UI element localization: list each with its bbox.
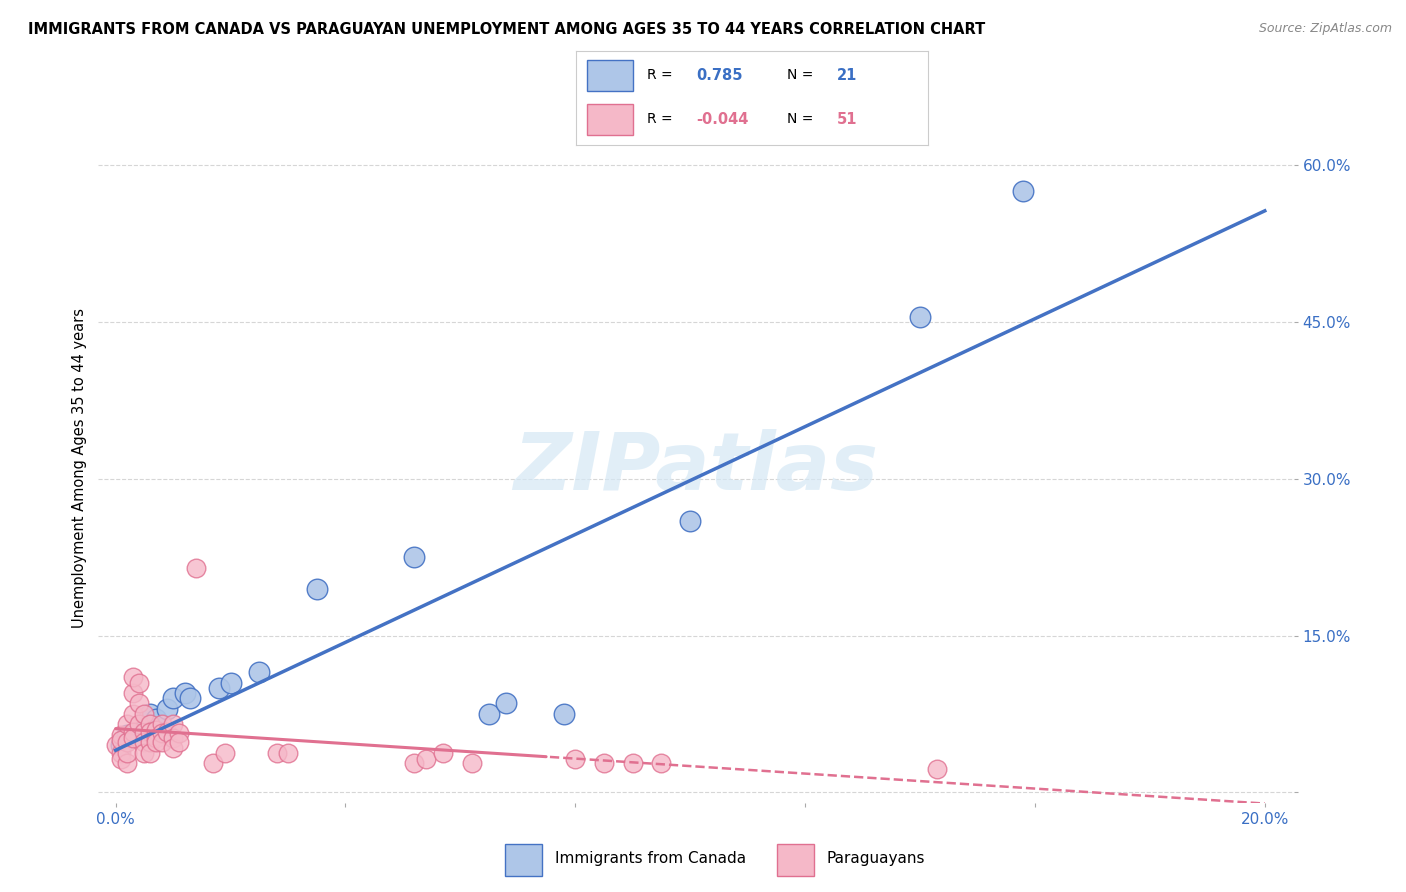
Point [156,702,179,716]
Point [128,697,150,711]
Point [553,706,575,721]
Point [219,675,242,690]
Point [128,675,150,690]
Point [115,735,138,749]
Point [115,756,138,770]
Point [122,670,145,684]
Point [266,746,288,760]
Point [564,752,586,766]
Point [162,717,184,731]
Point [139,735,162,749]
Point [927,762,949,776]
Point [150,725,173,739]
Point [115,728,138,742]
Text: ZIPatlas: ZIPatlas [513,429,879,508]
Point [404,756,426,770]
Point [305,582,328,596]
Point [214,746,236,760]
Point [208,681,231,695]
Point [277,746,299,760]
Text: R =: R = [647,112,672,126]
Point [478,706,501,721]
Text: N =: N = [787,112,814,126]
Point [122,724,145,739]
Text: IMMIGRANTS FROM CANADA VS PARAGUAYAN UNEMPLOYMENT AMONG AGES 35 TO 44 YEARS CORR: IMMIGRANTS FROM CANADA VS PARAGUAYAN UNE… [28,22,986,37]
Point [122,686,145,700]
Text: 51: 51 [837,112,858,127]
Point [139,746,162,760]
Point [184,560,207,574]
Point [150,717,173,731]
Point [115,717,138,731]
Point [110,739,132,753]
FancyBboxPatch shape [586,104,633,136]
Point [679,514,702,528]
Point [139,724,162,739]
Point [1012,184,1035,198]
Point [110,728,132,742]
Point [134,724,156,739]
Point [145,735,167,749]
Point [173,686,195,700]
Point [650,756,672,770]
Point [432,746,454,760]
Point [139,706,162,721]
Point [128,717,150,731]
Point [110,746,132,760]
Point [162,691,184,706]
Point [122,706,145,721]
Text: Immigrants from Canada: Immigrants from Canada [554,851,745,866]
Point [593,756,616,770]
FancyBboxPatch shape [505,844,543,876]
Point [202,756,225,770]
FancyBboxPatch shape [586,61,633,91]
Point [134,723,156,737]
Point [110,733,132,747]
Point [167,735,190,749]
Y-axis label: Unemployment Among Ages 35 to 44 years: Unemployment Among Ages 35 to 44 years [72,309,87,628]
Point [415,752,437,766]
FancyBboxPatch shape [778,844,814,876]
Point [134,706,156,721]
Point [122,728,145,742]
Point [134,746,156,760]
Point [461,756,484,770]
Point [104,739,127,753]
Point [145,731,167,745]
Point [145,712,167,726]
Point [908,310,931,324]
Point [110,752,132,766]
Point [404,550,426,565]
Point [247,665,270,680]
Point [179,691,201,706]
Point [167,725,190,739]
Point [162,731,184,745]
Point [139,717,162,731]
Point [145,723,167,737]
Text: 21: 21 [837,68,856,83]
Point [162,741,184,756]
Text: 0.785: 0.785 [696,68,742,83]
Point [150,735,173,749]
Text: -0.044: -0.044 [696,112,748,127]
Point [115,746,138,760]
Text: R =: R = [647,68,672,82]
Point [122,731,145,745]
Point [156,724,179,739]
Point [621,756,644,770]
Text: Source: ZipAtlas.com: Source: ZipAtlas.com [1258,22,1392,36]
Point [495,697,517,711]
Text: N =: N = [787,68,814,82]
Text: Paraguayans: Paraguayans [827,851,925,866]
Point [134,735,156,749]
